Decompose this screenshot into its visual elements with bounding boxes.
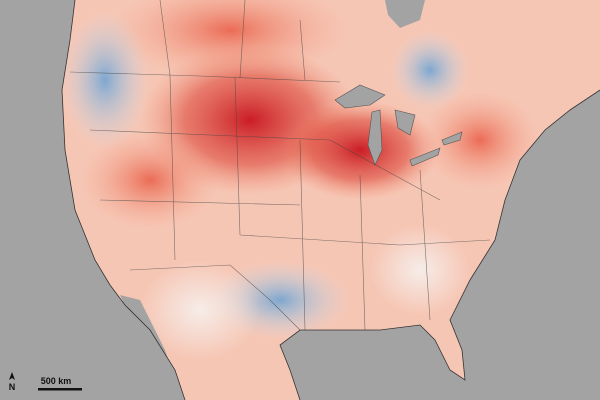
gulf-of-california: [120, 295, 182, 400]
anomaly-cool: [390, 30, 470, 110]
borders: [69, 0, 491, 331]
lake-erie: [409, 147, 441, 167]
north-arrow-label: N: [9, 382, 16, 392]
anomaly-warm: [420, 90, 540, 190]
anomaly-neutral: [370, 225, 470, 315]
national-border: [69, 71, 341, 83]
anomaly-hot: [280, 100, 440, 200]
lake-ontario: [441, 131, 463, 146]
lake-huron: [394, 109, 416, 136]
anomaly-cool: [62, 10, 150, 150]
scale-bar-label: 500 km: [41, 376, 72, 386]
anomaly-warm: [110, 0, 350, 80]
national-border: [129, 264, 301, 331]
north-arrow: N: [9, 372, 16, 392]
north-arrow-icon: [9, 372, 15, 380]
scale-bar-line: [38, 388, 82, 391]
scale-bar: 500 km: [38, 376, 82, 391]
state-border: [89, 74, 491, 331]
province-border: [159, 0, 306, 81]
coastline: [61, 0, 600, 400]
anomaly-warm: [80, 130, 220, 230]
lake-superior: [334, 84, 386, 109]
lake-michigan: [367, 109, 383, 166]
anomaly-neutral: [140, 260, 260, 360]
hudson-bay: [385, 0, 425, 28]
